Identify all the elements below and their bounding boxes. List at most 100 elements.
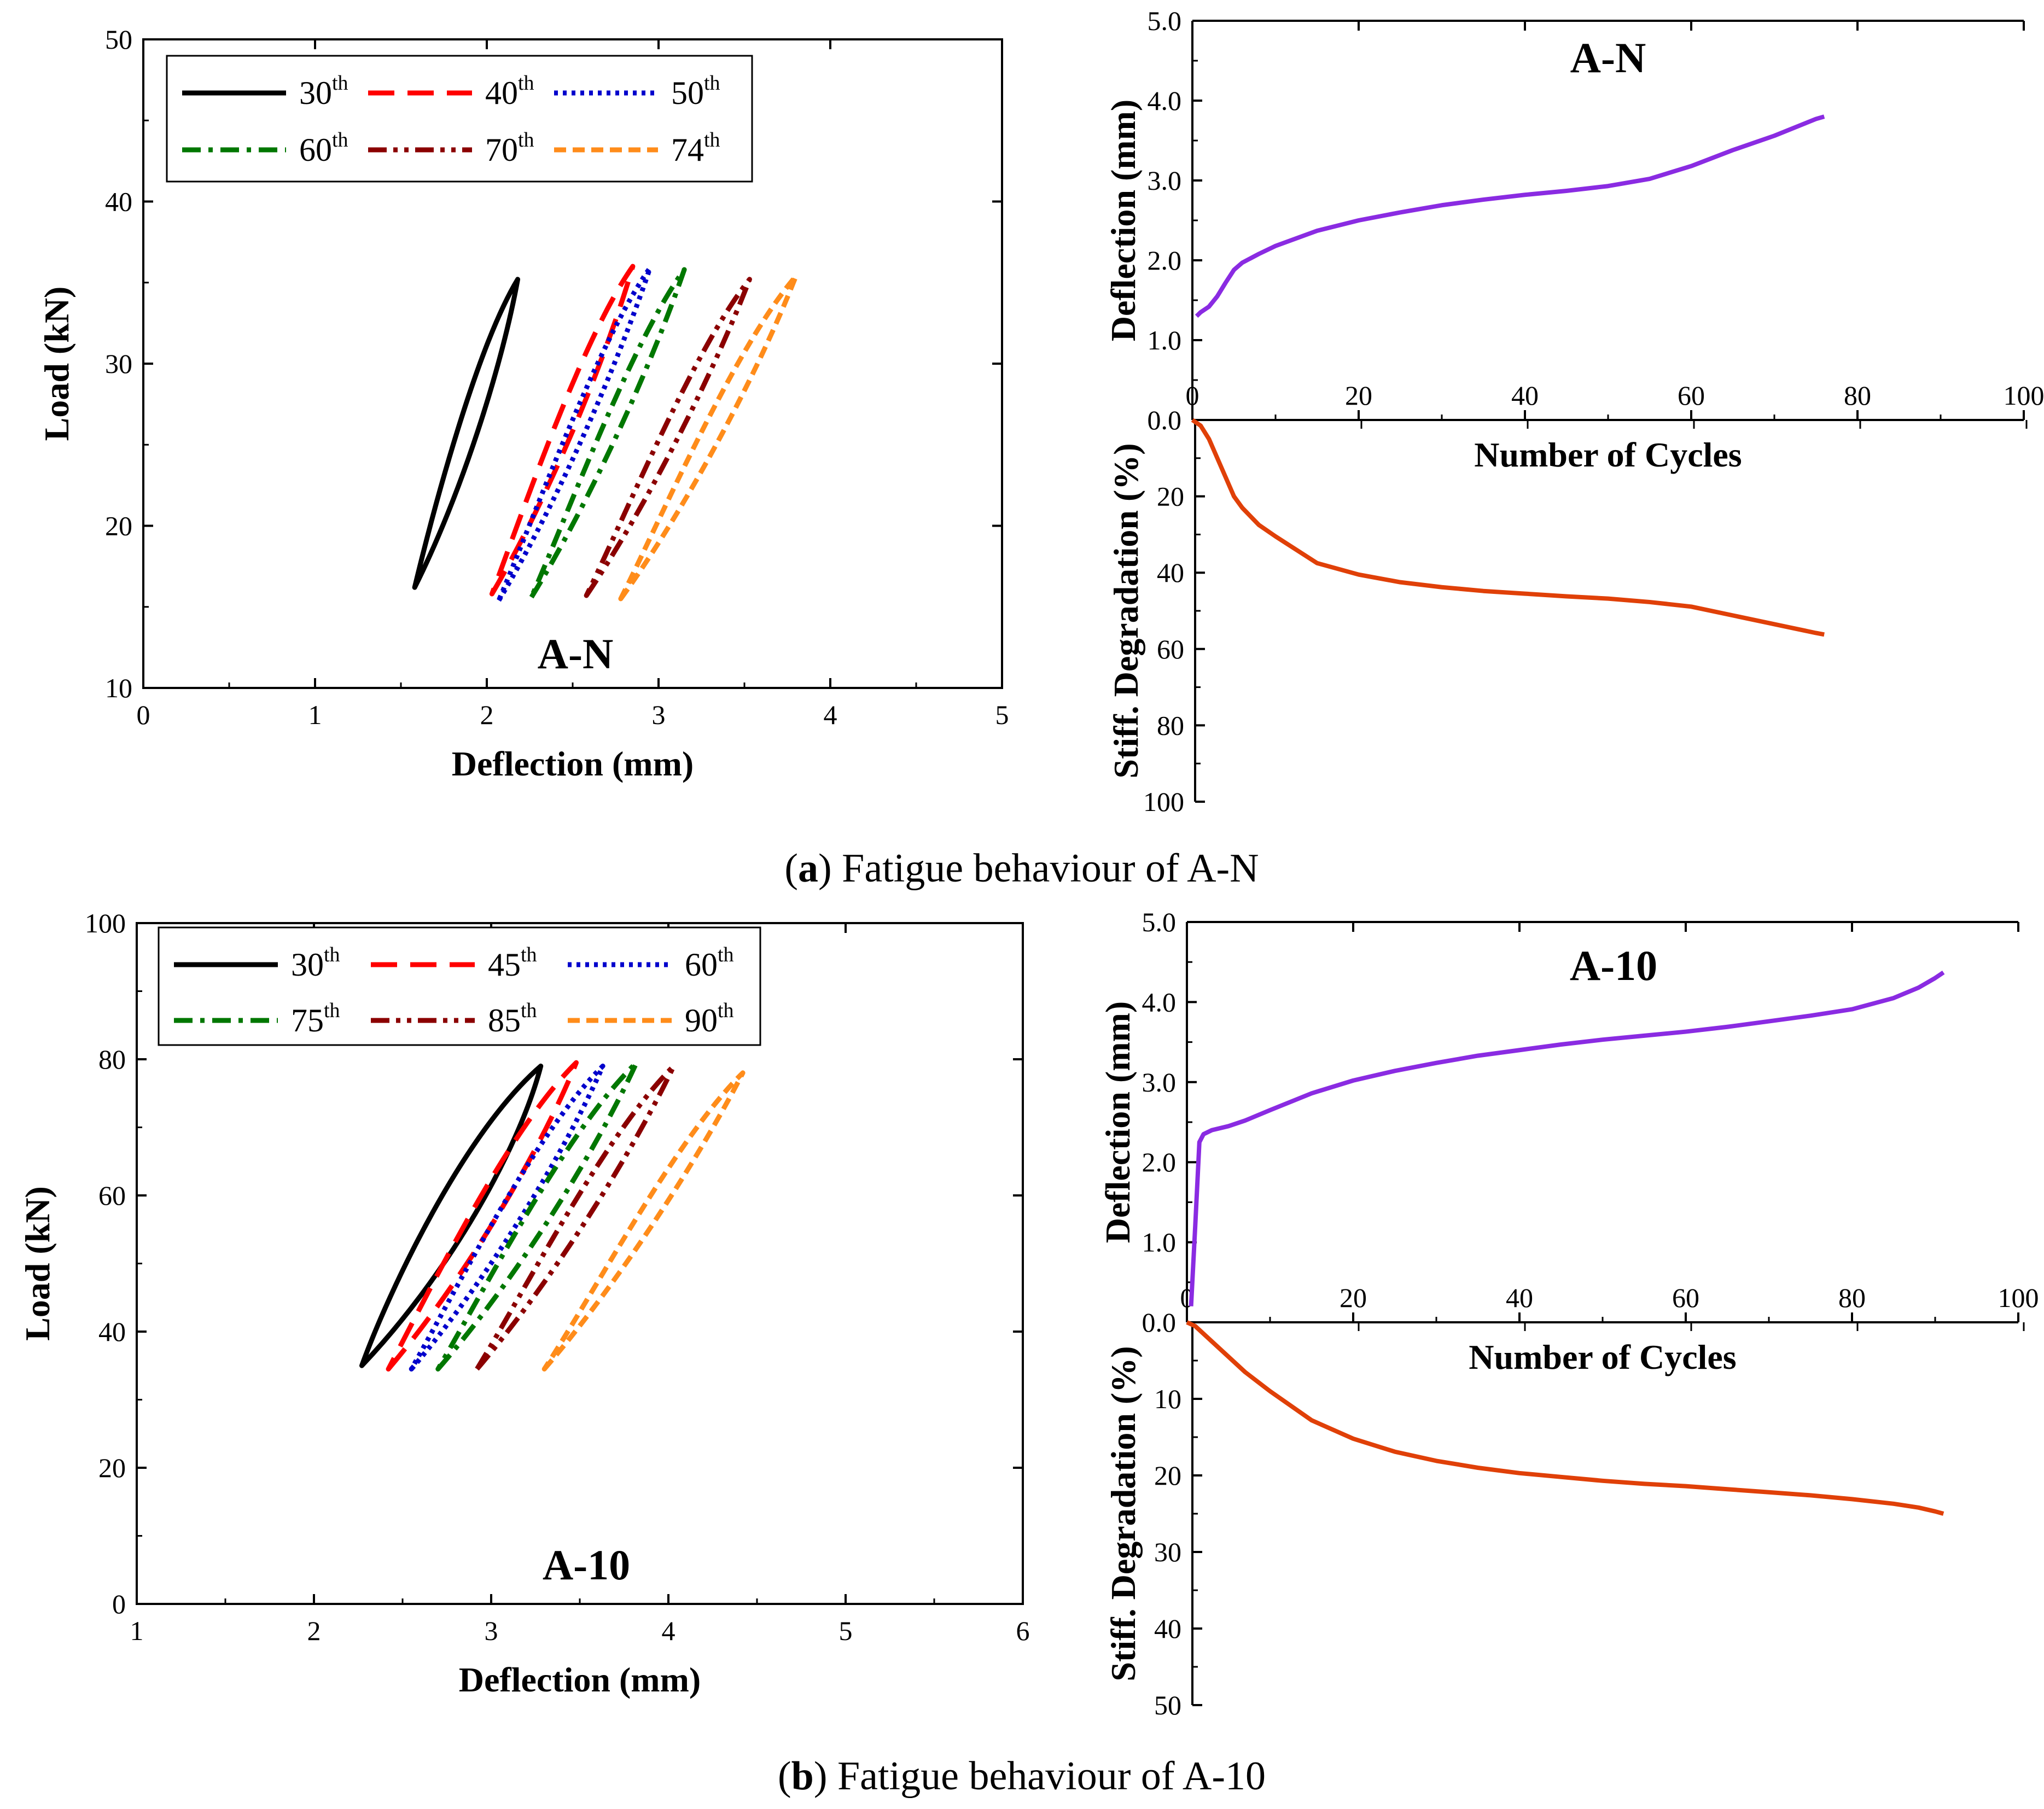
series-loop-50 (496, 265, 653, 603)
legend-superscript: th (521, 943, 537, 966)
legend-entry-70: 70th (485, 129, 534, 168)
y-tick-label-bottom: 20 (1157, 481, 1184, 512)
y-tick-label-top: 0.0 (1142, 1307, 1177, 1338)
legend-box (166, 55, 753, 183)
y-tick-label-top: 2.0 (1142, 1147, 1177, 1177)
series-stiffness (1191, 418, 1825, 637)
x-tick-label: 5 (995, 699, 1009, 730)
series-deflection (1195, 114, 1825, 318)
legend-entry-40: 40th (485, 72, 534, 111)
x-tick-label: 2 (480, 699, 494, 730)
y-axis-title-top: Deflection (mm) (1098, 1001, 1137, 1243)
legend-number: 45 (488, 947, 521, 983)
series-stiffness (1186, 1320, 1944, 1516)
x-tick-label: 40 (1506, 1282, 1533, 1313)
x-tick-label: 80 (1838, 1282, 1866, 1313)
caption-a-text: Fatigue behaviour of A-N (832, 846, 1259, 891)
caption-a-close: ) (818, 846, 832, 891)
y-tick-label-bottom: 20 (1154, 1460, 1181, 1491)
y-tick-label-bottom: 50 (1154, 1690, 1181, 1720)
legend-number: 40 (485, 75, 518, 111)
chart-cycles-an: 0 20 40 60 80 100 0.0 1.0 2.0 3.0 4.0 5.0 20 40 60 80 10… (1104, 5, 2044, 817)
y-tick-label: 0 (112, 1589, 126, 1619)
series-loop-45 (386, 1060, 579, 1372)
legend-number: 60 (685, 947, 718, 983)
y-tick-label-top: 4.0 (1142, 987, 1177, 1017)
series-loop-60 (409, 1063, 605, 1372)
y-axis-title: Load (kN) (18, 1186, 57, 1341)
legend-superscript: th (324, 999, 340, 1022)
legend-superscript: th (718, 943, 734, 966)
y-tick-label-bottom: 60 (1157, 634, 1184, 664)
caption-a-open: ( (784, 846, 798, 891)
caption-b-open: ( (778, 1754, 791, 1799)
series-deflection (1189, 970, 1945, 1306)
series-loop-70 (584, 277, 752, 598)
legend-superscript: th (518, 129, 534, 151)
x-tick-label: 2 (307, 1615, 321, 1646)
y-tick-label-top: 3.0 (1148, 165, 1182, 196)
y-axis-title-bottom: Stiff. Degradation (%) (1104, 1346, 1143, 1681)
x-tick-label: 3 (652, 699, 666, 730)
legend-number: 60 (299, 132, 332, 168)
y-tick-label-top: 3.0 (1142, 1067, 1177, 1098)
y-tick-label-bottom: 30 (1154, 1537, 1181, 1567)
y-tick-label: 50 (105, 24, 132, 55)
legend-entry-60: 60th (685, 943, 734, 983)
y-tick-label-bottom: 10 (1154, 1384, 1181, 1414)
y-tick-label-top: 5.0 (1142, 907, 1177, 937)
y-tick-label: 10 (105, 673, 132, 703)
series-loop-40 (489, 264, 636, 597)
legend-number: 75 (291, 1002, 324, 1038)
x-tick-label: 20 (1345, 380, 1372, 411)
x-tick-label: 3 (485, 1615, 498, 1646)
x-tick-label: 1 (130, 1615, 144, 1646)
y-tick-label: 80 (98, 1044, 126, 1075)
legend-entry-30: 30th (299, 72, 348, 111)
x-axis-title: Deflection (mm) (452, 744, 694, 783)
legend-number: 70 (485, 132, 518, 168)
legend-entry-90: 90th (685, 999, 734, 1038)
x-axis-title: Number of Cycles (1474, 435, 1742, 474)
legend-entry-50: 50th (671, 72, 720, 111)
y-axis-title: Load (kN) (37, 287, 76, 441)
caption-b-text: Fatigue behaviour of A-10 (827, 1754, 1266, 1799)
legend-number: 74 (671, 132, 704, 168)
legend-entry-45: 45th (488, 943, 537, 983)
y-tick-label: 60 (98, 1180, 126, 1211)
caption-b-close: ) (814, 1754, 828, 1799)
x-tick-label: 60 (1672, 1282, 1699, 1313)
y-tick-label: 100 (85, 908, 126, 938)
x-tick-label: 4 (662, 1615, 675, 1646)
series-loop-90 (541, 1070, 746, 1372)
legend-entry-60: 60th (299, 129, 348, 168)
x-tick-label: 1 (308, 699, 322, 730)
chart-cycles-a10: 0 20 40 60 80 1000.01.02.03.04.05.01020304050… (1098, 907, 2039, 1720)
y-tick-label-bottom: 80 (1157, 710, 1184, 740)
x-axis-title: Number of Cycles (1469, 1338, 1736, 1376)
legend-entry-74: 74th (671, 129, 720, 168)
y-tick-label-bottom: 40 (1157, 557, 1184, 588)
legend-entry-30: 30th (291, 943, 340, 983)
legend-entry-85: 85th (488, 999, 537, 1038)
legend-superscript: th (332, 129, 348, 151)
series-loop-30 (412, 277, 521, 590)
y-tick-label-top: 1.0 (1142, 1227, 1177, 1258)
x-tick-label: 0 (1186, 380, 1199, 411)
panel-label: A-10 (543, 1541, 630, 1589)
y-tick-label: 20 (105, 511, 132, 541)
legend-number: 85 (488, 1002, 521, 1038)
legend-number: 90 (685, 1002, 718, 1038)
legend-superscript: th (521, 999, 537, 1022)
x-tick-label: 4 (824, 699, 837, 730)
y-tick-label-top: 5.0 (1148, 5, 1182, 36)
y-tick-label-top: 2.0 (1148, 245, 1182, 276)
legend-number: 30 (299, 75, 332, 111)
series-loop-75 (435, 1060, 639, 1372)
chart-load-deflection-an: 0 1 2 3 4 5 10 20 30 40 50 Deflection (mm) Load (kN)… (37, 24, 1009, 783)
series-loop-60 (529, 267, 687, 600)
y-tick-label-top: 0.0 (1148, 405, 1182, 435)
x-tick-label: 20 (1340, 1282, 1367, 1313)
